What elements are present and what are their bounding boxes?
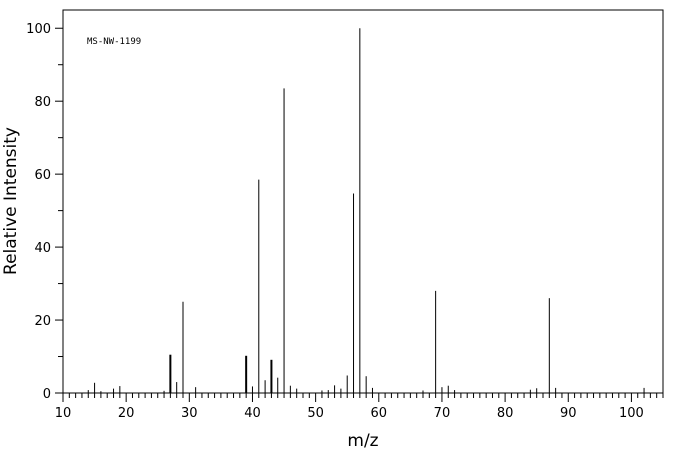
- x-tick-label: 50: [307, 406, 324, 421]
- x-tick-label: 10: [55, 406, 72, 421]
- x-tick-label: 20: [118, 406, 135, 421]
- spectrum-peaks: [87, 28, 645, 393]
- y-tick-label: 100: [26, 22, 51, 37]
- y-axis-title: Relative Intensity: [1, 127, 21, 275]
- x-axis-minor-ticks: [62, 393, 664, 402]
- x-tick-label: 60: [371, 406, 388, 421]
- x-tick-label: 70: [434, 406, 451, 421]
- spectrum-id-label: MS-NW-1199: [87, 37, 141, 47]
- x-tick-label: 40: [244, 406, 261, 421]
- y-tick-label: 0: [43, 387, 51, 402]
- x-tick-label: 30: [181, 406, 198, 421]
- x-tick-label: 80: [497, 406, 514, 421]
- plot-frame: [62, 9, 664, 394]
- x-tick-label: 100: [619, 406, 644, 421]
- y-tick-label: 20: [34, 314, 51, 329]
- y-tick-label: 80: [34, 95, 51, 110]
- x-tick-label: 90: [560, 406, 577, 421]
- x-axis-title: m/z: [347, 431, 378, 451]
- x-axis-tick-labels: 10 20 30 40 50 60 70 80 90 100: [55, 406, 644, 421]
- y-tick-label: 40: [34, 241, 51, 256]
- y-axis-tick-labels: 0 20 40 60 80 100: [26, 22, 51, 402]
- y-axis-minor-ticks: [55, 27, 63, 394]
- y-tick-label: 60: [34, 168, 51, 183]
